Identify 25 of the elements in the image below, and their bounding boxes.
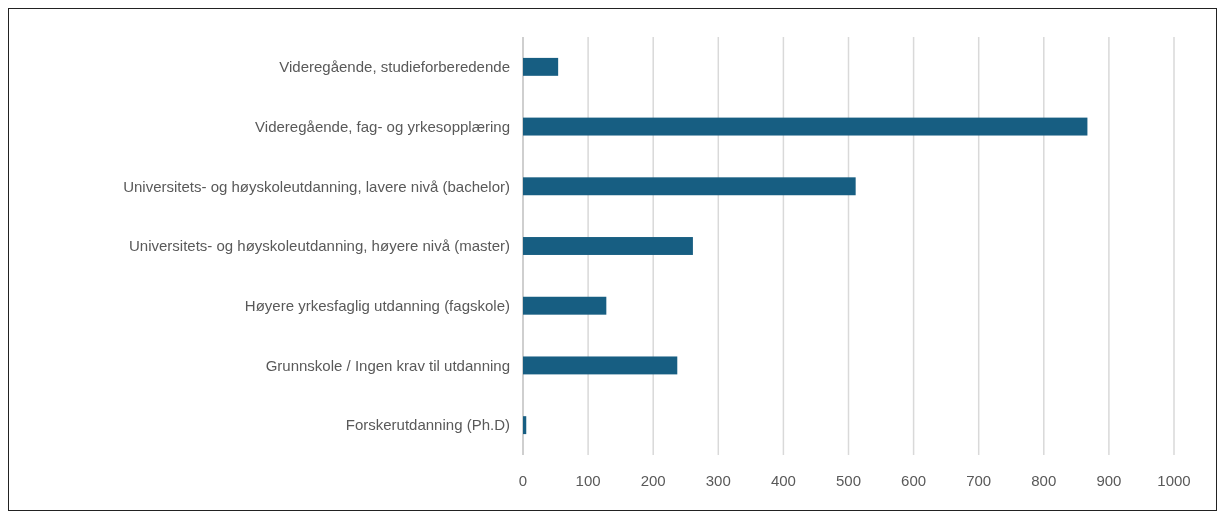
- x-tick-label: 900: [1096, 472, 1122, 489]
- y-tick-label: Høyere yrkesfaglig utdanning (fagskole): [244, 296, 510, 314]
- bar: [523, 296, 607, 315]
- y-tick-label: Forskerutdanning (Ph.D): [345, 416, 510, 434]
- x-tick-label: 600: [901, 472, 927, 489]
- x-tick-label: 500: [835, 472, 862, 489]
- y-tick-label: Videregående, studieforberedende: [279, 58, 510, 76]
- x-tick-label: 1000: [1157, 472, 1191, 489]
- bar: [523, 237, 693, 255]
- y-tick-label: Universitets- og høyskoleutdanning, lavere nivå (bachelor): [123, 177, 510, 195]
- x-tick-label: 400: [770, 472, 796, 489]
- x-tick-label: 100: [575, 472, 601, 489]
- x-tick-label: 0: [518, 472, 528, 489]
- x-tick-label: 800: [1031, 472, 1057, 489]
- bar: [523, 57, 559, 76]
- bar: [523, 416, 527, 435]
- x-tick-label: 700: [966, 472, 992, 489]
- bar: [523, 356, 678, 375]
- x-tick-label: 300: [705, 472, 731, 489]
- y-tick-label: Videregående, fag- og yrkesopplæring: [255, 117, 510, 135]
- bar: [523, 177, 856, 196]
- x-tick-label: 200: [640, 472, 666, 489]
- y-tick-label: Universitets- og høyskoleutdanning, høyere nivå (master): [129, 237, 510, 255]
- bar: [523, 117, 1088, 136]
- y-tick-label: Grunnskole / Ingen krav til utdanning: [265, 356, 510, 374]
